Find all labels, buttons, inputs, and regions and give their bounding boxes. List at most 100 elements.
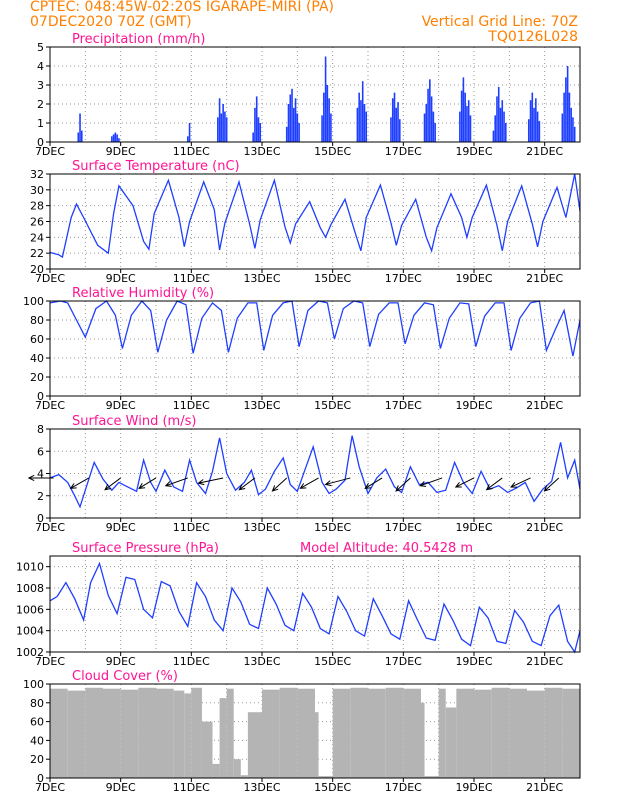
- header-date: 07DEC2020 70Z (GMT): [30, 14, 192, 30]
- precip-bar: [361, 81, 364, 142]
- precip-bar: [566, 66, 569, 142]
- x-tick-label: 11DEC: [173, 521, 210, 534]
- precip-bar: [505, 123, 507, 142]
- precip-bar: [79, 113, 81, 142]
- precip-bar: [360, 100, 362, 142]
- precip-bar: [323, 92, 325, 142]
- precip-bar: [218, 98, 221, 142]
- precip-bar: [289, 94, 292, 142]
- x-tick-label: 15DEC: [314, 272, 351, 285]
- cloud-bar: [368, 688, 386, 778]
- y-tick-label: 1004: [16, 625, 44, 638]
- precip-bar: [393, 92, 396, 142]
- precip-bar: [432, 111, 435, 142]
- y-tick-label: 24: [30, 231, 44, 244]
- wind-arrow: [364, 477, 383, 489]
- precip-bar: [462, 77, 465, 142]
- precip-bar: [390, 117, 392, 142]
- precip-bar: [535, 98, 537, 142]
- cloud-bar: [138, 687, 156, 778]
- precip-bar: [287, 104, 290, 142]
- cloud-bar: [233, 759, 241, 778]
- cloud-bar: [184, 693, 192, 778]
- wind-arrow: [271, 477, 288, 492]
- x-tick-label: 21DEC: [526, 521, 563, 534]
- x-tick-label: 13DEC: [243, 655, 280, 668]
- wind-arrow: [454, 477, 475, 488]
- header-station: CPTEC: 048:45W-02:20S IGARAPE-MIRI (PA): [30, 0, 335, 15]
- cloud-bar: [474, 689, 492, 778]
- precip-bar: [496, 96, 498, 142]
- precip-bar: [459, 111, 461, 142]
- x-tick-label: 13DEC: [243, 399, 280, 412]
- precip-bar: [538, 121, 541, 142]
- precip-bar: [501, 100, 504, 142]
- x-tick-label: 7DEC: [35, 272, 65, 285]
- x-tick-label: 21DEC: [526, 399, 563, 412]
- panel-2: 20 22 24 26 28 30 32 7DEC 9DEC 11DEC 13DEC 15DEC 17D…: [30, 159, 581, 285]
- cloud-bar: [85, 687, 103, 778]
- cloud-bar: [191, 687, 202, 778]
- y-tick-label: 0: [37, 136, 44, 149]
- x-tick-label: 19DEC: [455, 399, 492, 412]
- precip-bar: [81, 130, 83, 142]
- y-tick-label: 5: [37, 41, 44, 54]
- cloud-bar: [240, 775, 248, 778]
- y-tick-label: 22: [30, 247, 44, 260]
- panel-title: Surface Pressure (hPa): [72, 541, 219, 556]
- cloud-bar: [445, 707, 457, 778]
- cloud-bar: [421, 702, 425, 778]
- precip-bar: [434, 123, 436, 142]
- cloud-bar: [212, 763, 220, 778]
- cloud-bar: [219, 698, 227, 778]
- wind-arrow: [27, 474, 54, 482]
- cloud-bar: [491, 687, 510, 778]
- x-tick-label: 9DEC: [106, 399, 136, 412]
- cloud-bar: [226, 688, 234, 778]
- precip-bar: [111, 136, 113, 142]
- x-tick-label: 7DEC: [35, 655, 65, 668]
- precip-bar: [397, 102, 399, 142]
- panel-title: Relative Humidity (%): [72, 286, 214, 301]
- precip-bar: [296, 113, 299, 142]
- precip-bar: [291, 88, 293, 142]
- x-tick-label: 13DEC: [243, 272, 280, 285]
- precip-bar: [358, 92, 360, 142]
- precip-bar: [222, 104, 224, 142]
- x-tick-label: 7DEC: [35, 145, 65, 158]
- cloud-bar: [297, 688, 315, 778]
- x-tick-label: 9DEC: [106, 781, 136, 794]
- x-tick-label: 7DEC: [35, 521, 65, 534]
- precip-bar: [114, 132, 117, 142]
- y-tick-label: 6: [37, 445, 44, 458]
- y-tick-label: 26: [30, 216, 44, 229]
- precip-bar: [220, 113, 223, 142]
- wind-arrow: [419, 477, 443, 487]
- wind-arrow: [197, 477, 224, 486]
- precip-bar: [330, 113, 332, 142]
- precip-bar: [324, 56, 327, 142]
- y-tick-label: 32: [30, 168, 44, 181]
- precip-bar: [298, 123, 300, 142]
- precip-bar: [257, 117, 260, 142]
- y-tick-label: 1010: [16, 561, 44, 574]
- x-tick-label: 9DEC: [106, 272, 136, 285]
- precip-bar: [326, 85, 329, 142]
- precip-bar: [429, 79, 431, 142]
- wind-arrow: [138, 477, 157, 489]
- precip-bar: [497, 86, 500, 142]
- precip-bar: [294, 98, 297, 142]
- y-tick-label: 3: [37, 79, 44, 92]
- y-tick-label: 60: [30, 716, 44, 729]
- x-tick-label: 21DEC: [526, 655, 563, 668]
- panel-title: Surface Temperature (nC): [72, 159, 240, 174]
- precip-bar: [285, 126, 288, 142]
- y-tick-label: 20: [30, 263, 44, 276]
- precip-bar: [116, 134, 118, 142]
- precip-bar: [533, 107, 535, 142]
- cloud-bar: [50, 688, 68, 778]
- y-tick-label: 28: [30, 200, 44, 213]
- wind-arrow: [395, 477, 411, 492]
- precip-bar: [255, 96, 258, 142]
